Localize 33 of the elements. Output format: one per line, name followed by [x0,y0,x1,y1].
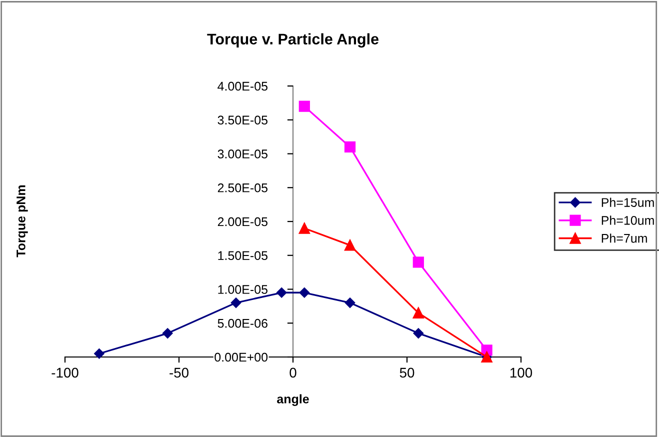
legend-label: Ph=7um [602,234,647,243]
y-tick-label: 0.00E+00 [214,352,268,362]
y-tick-label: 5.00E-06 [218,318,268,328]
y-tick-label: 2.00E-05 [218,217,268,226]
chart-title: Torque v. Particle Angle [207,33,379,48]
point [413,328,424,338]
point [94,348,104,359]
x-tick-label: 50 [400,368,414,378]
point [412,256,424,268]
point [298,100,310,112]
y-tick-label: 1.50E-05 [218,251,268,260]
y-tick-label: 3.50E-05 [218,116,268,125]
point [162,328,173,338]
x-axis-title: angle [277,394,309,406]
point [412,307,424,319]
y-tick-label: 1.00E-05 [218,285,268,294]
y-tick-label: 4.00E-05 [218,82,268,91]
legend-label: Ph=15um [602,198,654,207]
y-tick-label: 2.50E-05 [218,183,268,192]
point [299,288,310,298]
legend-label: Ph=10um [602,216,654,225]
x-tick-label: -100 [52,368,78,378]
point [276,288,287,298]
point [298,222,310,234]
point [344,240,356,251]
point [230,298,242,308]
y-axis-title: Torque pNm [16,185,28,258]
x-tick-label: 0 [290,368,296,378]
point [344,298,356,308]
x-tick-label: 100 [510,368,532,378]
x-tick-label: -50 [170,368,188,378]
point [344,141,356,153]
y-tick-label: 3.00E-05 [218,150,268,158]
